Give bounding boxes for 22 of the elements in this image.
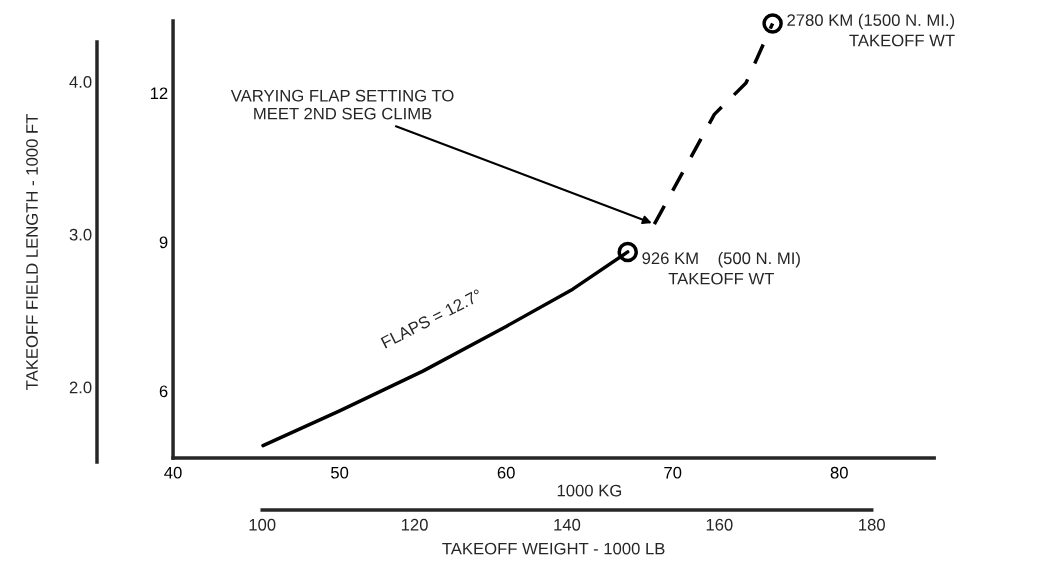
x2-tick-label: 160: [706, 518, 733, 531]
x-axis-title: 1000 KG: [557, 484, 622, 497]
x-tick-label: 50: [331, 466, 349, 479]
y2-tick-label: 3.0: [69, 228, 92, 241]
x-tick-label: 60: [497, 466, 515, 479]
x2-tick-label: 120: [401, 518, 428, 531]
x2-tick-label: 180: [859, 518, 885, 531]
annotation: VARYING FLAP SETTING TO MEET 2ND SEG CLIMB: [230, 89, 454, 120]
y-tick-label: 12: [150, 87, 168, 100]
y2-tick-label: 4.0: [69, 76, 92, 88]
y-tick-label: 6: [159, 385, 168, 398]
x2-tick-label: 140: [554, 518, 581, 531]
x2-axis-title: TAKEOFF WEIGHT - 1000 LB: [442, 542, 665, 555]
x2-tick-label: 100: [249, 518, 276, 531]
x-tick-label: 70: [664, 466, 682, 479]
x-tick-label: 40: [164, 466, 182, 479]
annotation: 926 KM (500 N. MI) TAKEOFF WT: [642, 251, 800, 285]
annotation: 2780 KM (1500 N. MI.) TAKEOFF WT: [787, 13, 955, 47]
x-tick-label: 80: [830, 466, 848, 479]
y-tick-label: 9: [159, 236, 168, 249]
y2-axis-title: TAKEOFF FIELD LENGTH - 1000 FT: [26, 114, 38, 390]
y2-tick-label: 2.0: [69, 381, 92, 394]
